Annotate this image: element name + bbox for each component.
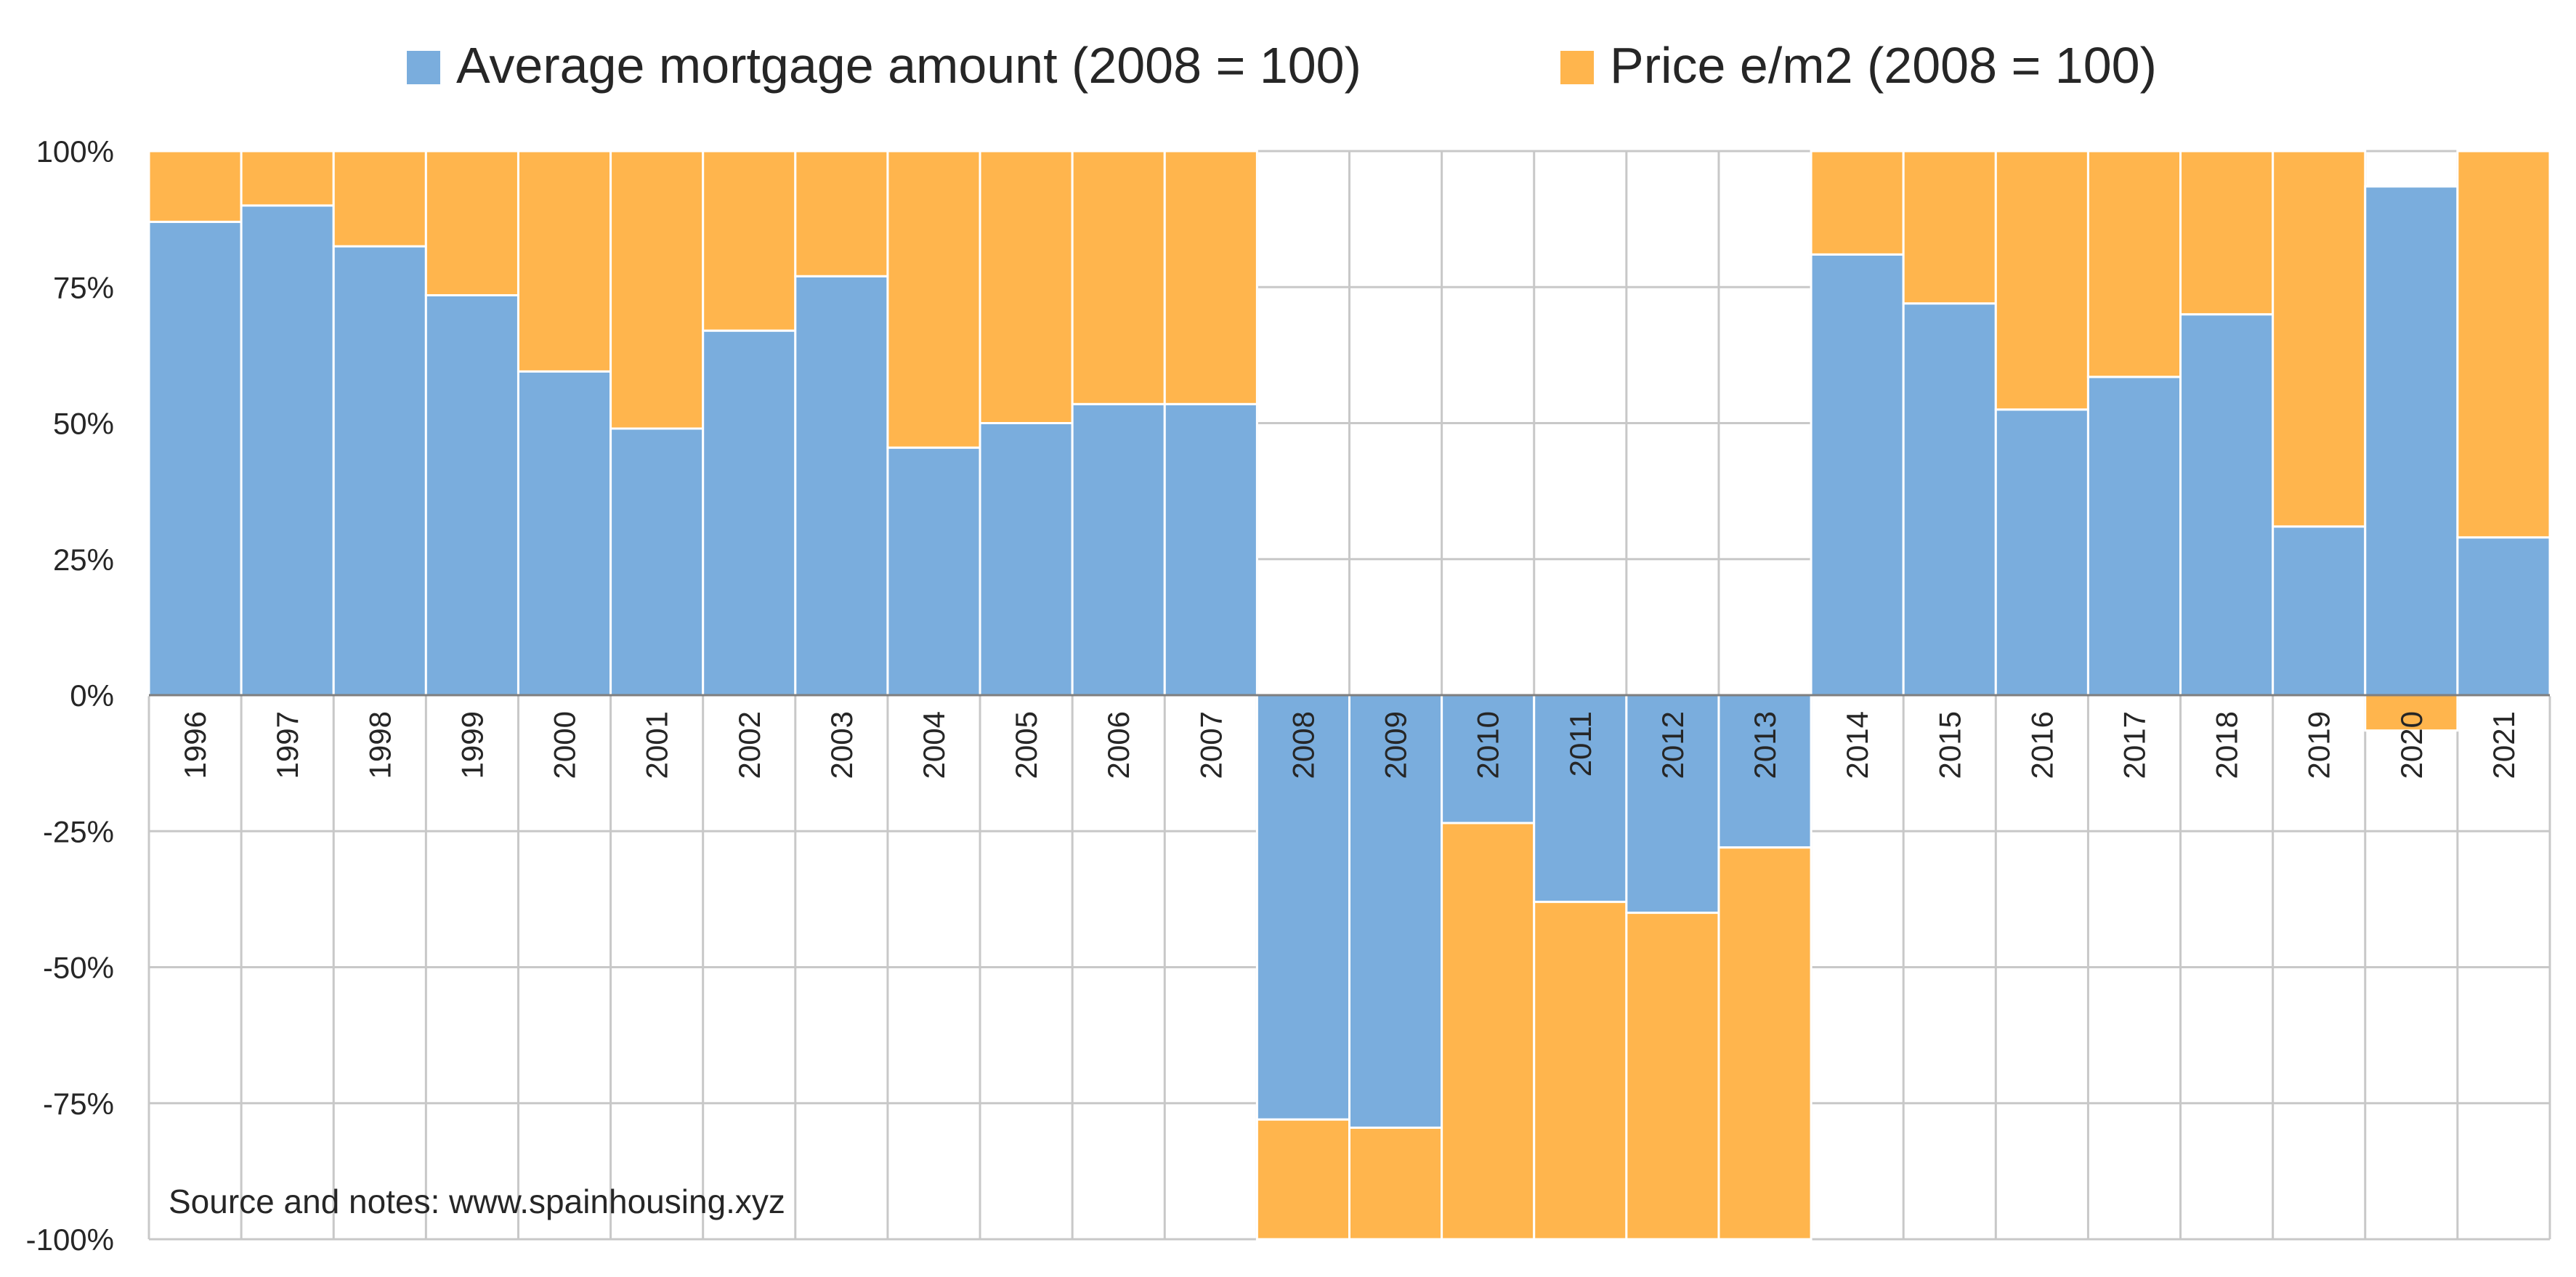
y-tick-label: -75% bbox=[43, 1087, 114, 1121]
bar-mortgage-2019 bbox=[2272, 525, 2367, 697]
x-tick-label: 2020 bbox=[2394, 711, 2429, 779]
y-tick-label: 75% bbox=[53, 270, 114, 304]
bar-mortgage-2006 bbox=[1071, 402, 1166, 697]
bar-price-2019 bbox=[2272, 150, 2367, 528]
bar-price-2018 bbox=[2179, 150, 2275, 316]
y-tick-label: -25% bbox=[43, 814, 114, 848]
bar-price-2002 bbox=[702, 150, 797, 332]
bar-price-2003 bbox=[794, 150, 889, 277]
y-tick-label: 50% bbox=[53, 407, 114, 441]
x-axis: 1996 1997 1998 1999 2000 2001 2002 2003 2004 2005… bbox=[149, 694, 2550, 779]
x-tick-label: 2012 bbox=[1656, 711, 1690, 779]
x-tick-label: 2005 bbox=[1009, 711, 1043, 779]
x-tick-label: 2000 bbox=[548, 711, 582, 779]
legend-swatch-mortgage bbox=[407, 51, 440, 84]
x-tick-label: 2018 bbox=[2210, 711, 2244, 779]
bar-price-2015 bbox=[1902, 150, 1997, 305]
bar-mortgage-2020 bbox=[2364, 185, 2459, 697]
bar-mortgage-2007 bbox=[1163, 402, 1258, 697]
x-tick-label: 2019 bbox=[2302, 711, 2336, 779]
x-tick-label: 2009 bbox=[1379, 711, 1413, 779]
y-tick-label: -100% bbox=[26, 1223, 114, 1257]
y-tick-label: 25% bbox=[53, 543, 114, 577]
x-tick-label: 1997 bbox=[270, 711, 304, 779]
bar-mortgage-2009 bbox=[1348, 694, 1443, 1129]
bar-price-2011 bbox=[1533, 901, 1628, 1241]
x-tick-label: 2001 bbox=[640, 711, 674, 779]
bar-price-2004 bbox=[886, 150, 981, 449]
bars bbox=[147, 150, 2551, 1241]
source-note: Source and notes: www.spainhousing.xyz bbox=[169, 1183, 785, 1220]
bar-mortgage-2017 bbox=[2086, 376, 2182, 697]
x-tick-label: 2016 bbox=[2025, 711, 2059, 779]
bar-mortgage-2001 bbox=[609, 427, 705, 697]
y-tick-label: 0% bbox=[70, 678, 114, 713]
bar-price-2001 bbox=[609, 150, 705, 430]
x-tick-label: 2003 bbox=[825, 711, 859, 779]
bar-mortgage-2012 bbox=[1625, 694, 1720, 915]
bar-price-1998 bbox=[332, 150, 427, 248]
bar-price-2009 bbox=[1348, 1126, 1443, 1241]
x-tick-label: 2011 bbox=[1563, 711, 1597, 777]
bar-mortgage-1998 bbox=[332, 245, 427, 697]
y-axis: 100% 75% 50% 25% 0% -25% -50% -75% -100% bbox=[26, 134, 114, 1257]
bar-mortgage-1997 bbox=[240, 204, 335, 697]
x-tick-label: 2010 bbox=[1471, 711, 1505, 779]
x-tick-label: 2007 bbox=[1194, 711, 1228, 779]
bar-mortgage-2004 bbox=[886, 446, 981, 697]
bar-mortgage-2015 bbox=[1902, 302, 1997, 697]
bar-mortgage-2018 bbox=[2179, 313, 2275, 697]
x-tick-label: 2008 bbox=[1286, 711, 1320, 779]
bar-price-2000 bbox=[517, 150, 612, 373]
x-tick-label: 1998 bbox=[362, 711, 397, 779]
bar-mortgage-2005 bbox=[979, 422, 1074, 697]
bar-mortgage-2002 bbox=[702, 329, 797, 697]
bar-mortgage-1996 bbox=[147, 220, 243, 697]
bar-price-1997 bbox=[240, 150, 335, 207]
bar-price-2010 bbox=[1441, 822, 1536, 1241]
x-tick-label: 2004 bbox=[917, 711, 951, 779]
bar-price-2008 bbox=[1255, 1118, 1351, 1241]
bar-mortgage-2016 bbox=[1994, 408, 2089, 697]
x-tick-label: 1999 bbox=[455, 711, 489, 779]
x-tick-label: 2002 bbox=[732, 711, 766, 779]
x-tick-label: 2014 bbox=[1840, 711, 1874, 779]
legend: Average mortgage amount (2008 = 100) Pri… bbox=[407, 37, 2157, 94]
bar-price-2017 bbox=[2086, 150, 2182, 378]
bar-price-2007 bbox=[1163, 150, 1258, 405]
legend-label-mortgage: Average mortgage amount (2008 = 100) bbox=[456, 37, 1361, 94]
x-tick-label: 2017 bbox=[2117, 711, 2151, 779]
bar-price-2005 bbox=[979, 150, 1074, 424]
x-tick-label: 1996 bbox=[178, 711, 212, 779]
bar-price-2014 bbox=[1810, 150, 1905, 256]
bar-price-2016 bbox=[1994, 150, 2089, 411]
bar-price-1999 bbox=[424, 150, 519, 296]
bar-mortgage-2011 bbox=[1533, 694, 1628, 904]
y-tick-label: -50% bbox=[43, 951, 114, 985]
y-tick-label: 100% bbox=[36, 134, 114, 169]
bar-mortgage-2003 bbox=[794, 275, 889, 697]
bar-price-2021 bbox=[2456, 150, 2551, 539]
x-tick-label: 2015 bbox=[1932, 711, 1967, 779]
x-tick-label: 2006 bbox=[1101, 711, 1135, 779]
bar-price-2013 bbox=[1717, 846, 1812, 1241]
legend-swatch-price bbox=[1560, 51, 1594, 84]
bar-price-1996 bbox=[147, 150, 243, 223]
bar-mortgage-2000 bbox=[517, 370, 612, 697]
x-tick-label: 2021 bbox=[2487, 711, 2521, 779]
bar-price-2006 bbox=[1071, 150, 1166, 405]
bar-mortgage-1999 bbox=[424, 293, 519, 697]
legend-label-price: Price e/m2 (2008 = 100) bbox=[1610, 37, 2157, 94]
x-tick-label: 2013 bbox=[1748, 711, 1782, 779]
bar-price-2012 bbox=[1625, 912, 1720, 1241]
bar-mortgage-2021 bbox=[2456, 536, 2551, 697]
bar-mortgage-2014 bbox=[1810, 253, 1905, 697]
